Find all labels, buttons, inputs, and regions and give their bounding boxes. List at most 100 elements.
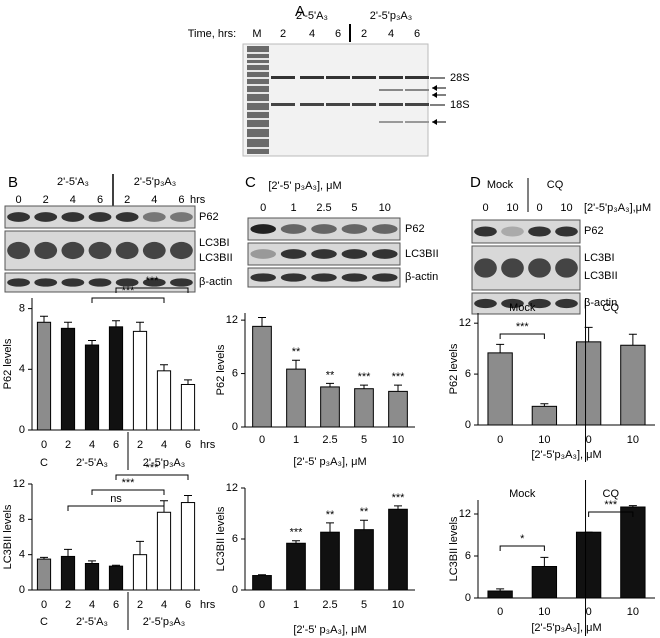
error-bar — [292, 359, 300, 370]
significance-label: *** — [290, 527, 304, 539]
blot-band — [555, 258, 578, 278]
lane-label: 2 — [361, 28, 367, 40]
lane-label: 10 — [560, 202, 572, 214]
error-bar — [64, 321, 72, 329]
error-bar — [360, 519, 368, 530]
y-tick-label: 12 — [13, 478, 25, 490]
error-bar — [496, 343, 505, 353]
bar — [108, 326, 124, 431]
error-bar — [496, 588, 505, 591]
blot-band — [501, 258, 524, 278]
y-tick-label: 4 — [19, 363, 25, 375]
gel-band — [405, 76, 429, 79]
marker-band — [247, 52, 269, 54]
bar — [132, 554, 148, 591]
marker-label: 18S — [450, 99, 470, 111]
blot-band — [115, 241, 139, 260]
error-bar — [326, 522, 334, 533]
blot-band — [372, 273, 398, 282]
bar — [132, 330, 148, 431]
marker-label: 28S — [450, 72, 470, 84]
blot-label: P62 — [405, 223, 425, 235]
blot-label: β-actin — [584, 297, 617, 309]
significance-bracket — [91, 489, 165, 495]
x-tick-label: 6 — [185, 439, 191, 451]
lane-label: 2.5 — [316, 202, 331, 214]
x-tick-label: 2.5 — [322, 599, 337, 611]
blot-band — [88, 241, 112, 260]
group-label: 2'-5'p₃A₃ — [143, 616, 186, 628]
lane-label: 4 — [388, 28, 394, 40]
blot — [471, 219, 581, 244]
group-label: CQ — [603, 302, 620, 314]
y-tick-label: 4 — [19, 549, 25, 561]
panel-letter: D — [470, 174, 481, 191]
x-tick-label: 1 — [293, 434, 299, 446]
blot-band — [250, 249, 276, 259]
blot-band — [311, 224, 337, 234]
group-label: 2'-5'A₃ — [76, 616, 108, 628]
significance-label: *** — [392, 371, 406, 383]
time-label: Time, hrs: — [188, 28, 237, 40]
blot-band — [250, 273, 276, 282]
blot-band — [61, 278, 85, 287]
y-tick-label: 0 — [19, 584, 25, 596]
bar — [36, 558, 52, 591]
significance-label: ** — [292, 346, 301, 358]
significance-bracket — [499, 333, 545, 339]
gel-band — [352, 76, 376, 79]
error-bar — [112, 320, 120, 327]
blot-band — [474, 226, 497, 237]
lane-label: 10 — [379, 202, 391, 214]
significance-label: ns — [110, 493, 122, 505]
y-tick-label: 12 — [459, 317, 471, 329]
blot-band — [280, 249, 307, 259]
group-label: Mock — [509, 302, 536, 314]
x-tick-label: 0 — [586, 434, 592, 446]
bar — [180, 383, 196, 431]
bar — [354, 529, 374, 591]
error-bar — [540, 403, 549, 407]
bar — [620, 344, 646, 426]
bar — [531, 566, 558, 599]
panel-letter: A — [295, 3, 305, 20]
error-bar — [628, 505, 637, 507]
x-tick-label: 0 — [497, 434, 503, 446]
marker-band — [247, 101, 269, 103]
blot-band — [61, 241, 85, 260]
bar — [36, 321, 52, 431]
blot-band — [528, 226, 551, 237]
lane-label: 2 — [280, 28, 286, 40]
blot-band — [142, 278, 166, 287]
lane-label: 0 — [16, 194, 22, 206]
significance-bracket — [588, 511, 634, 517]
lane-label: 0 — [482, 202, 488, 214]
arrow-head — [432, 92, 437, 98]
x-tick-label: 2.5 — [322, 434, 337, 446]
x-tick-label: 10 — [392, 434, 404, 446]
x-axis-label: [2'-5' p₃A₃], μM — [293, 624, 366, 636]
blot-band — [372, 224, 398, 234]
unit-label: hrs — [190, 194, 206, 206]
gel-band — [326, 76, 350, 79]
y-tick-label: 12 — [459, 508, 471, 520]
significance-label: ** — [326, 509, 335, 521]
blot-label: β-actin — [199, 276, 232, 288]
bar — [60, 555, 76, 591]
x-tick-label: 0 — [259, 434, 265, 446]
error-bar — [136, 321, 144, 332]
x-tick-label: 10 — [627, 434, 639, 446]
error-bar — [160, 364, 168, 371]
blot-band — [250, 224, 276, 234]
bar — [252, 575, 272, 591]
marker-band — [247, 63, 269, 65]
blot-band — [311, 249, 337, 259]
x-tick-label: 0 — [497, 606, 503, 618]
gel-band — [379, 76, 403, 79]
blot-band — [280, 224, 307, 234]
x-tick-label: 10 — [538, 606, 550, 618]
significance-bracket — [115, 474, 189, 480]
error-bar — [88, 339, 96, 346]
error-bar — [184, 379, 192, 385]
group-label: C — [40, 616, 48, 628]
